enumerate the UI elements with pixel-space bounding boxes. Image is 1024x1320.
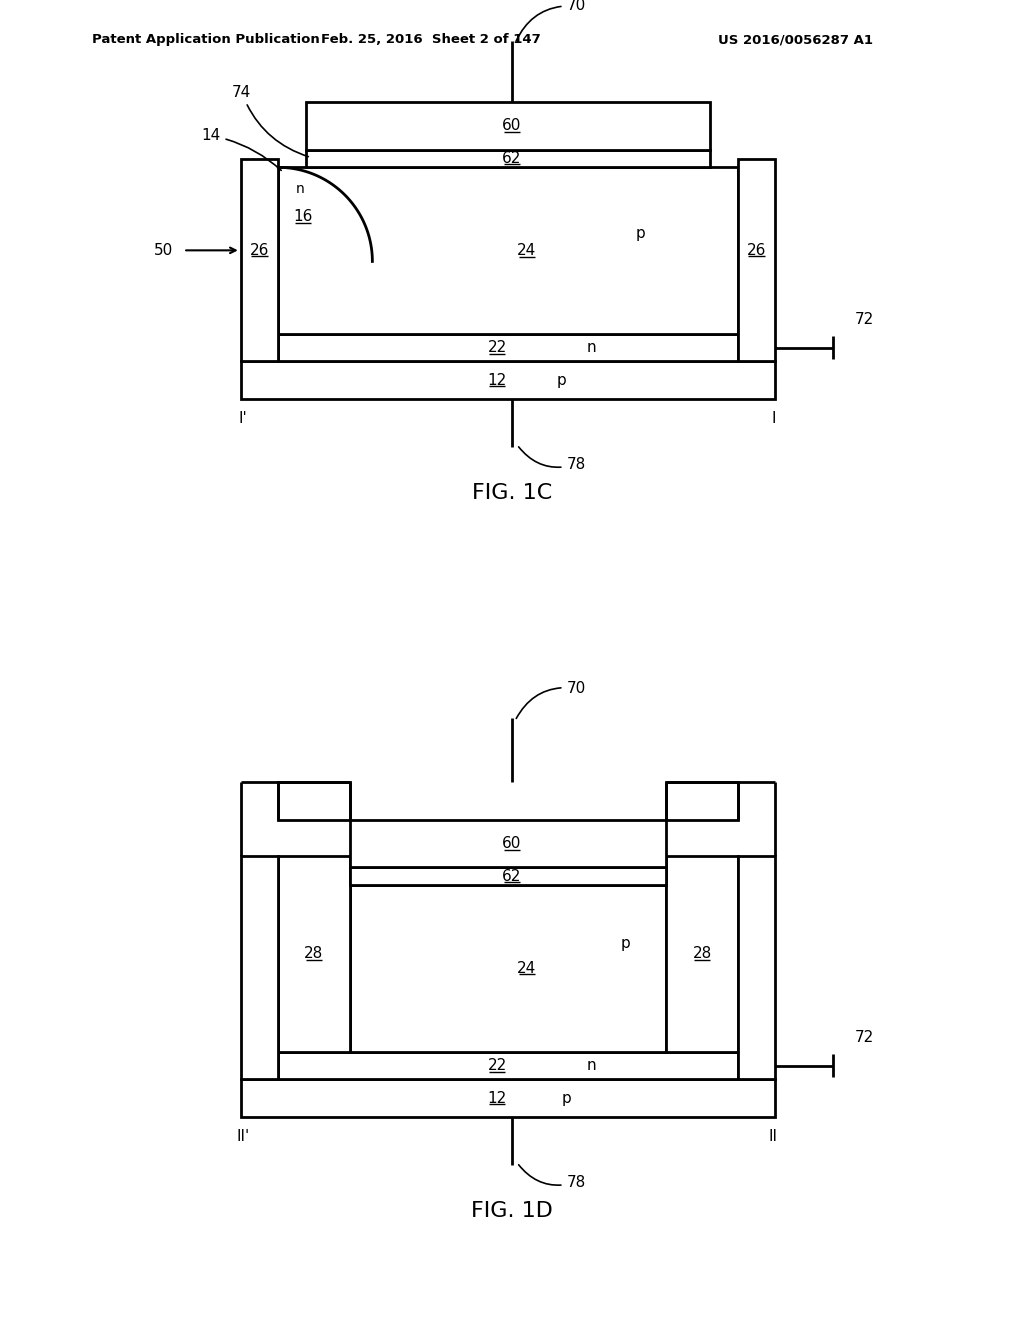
Text: 72: 72 xyxy=(855,313,874,327)
Bar xyxy=(279,168,737,334)
Bar xyxy=(241,1080,775,1117)
Text: n: n xyxy=(587,1059,596,1073)
Bar xyxy=(667,783,737,820)
Bar xyxy=(306,149,710,168)
Bar xyxy=(737,160,775,362)
Text: 62: 62 xyxy=(503,869,521,884)
Bar xyxy=(279,783,349,820)
Text: FIG. 1D: FIG. 1D xyxy=(471,1201,553,1221)
Bar xyxy=(306,102,710,149)
Bar xyxy=(667,855,737,1052)
Text: 78: 78 xyxy=(518,447,586,473)
Bar xyxy=(241,855,279,1080)
Text: 78: 78 xyxy=(518,1164,586,1189)
Bar xyxy=(349,867,667,886)
Text: US 2016/0056287 A1: US 2016/0056287 A1 xyxy=(718,33,873,46)
Text: 26: 26 xyxy=(250,243,269,257)
Text: FIG. 1C: FIG. 1C xyxy=(472,483,552,503)
Text: p: p xyxy=(557,372,566,388)
Text: 50: 50 xyxy=(154,243,173,257)
Text: 74: 74 xyxy=(232,84,308,157)
Text: n: n xyxy=(296,182,304,197)
Text: 16: 16 xyxy=(293,210,312,224)
Bar xyxy=(279,1052,737,1080)
Text: 26: 26 xyxy=(746,243,766,257)
Text: 14: 14 xyxy=(202,128,282,170)
Text: II': II' xyxy=(236,1129,249,1144)
Bar xyxy=(349,820,667,867)
Text: Patent Application Publication: Patent Application Publication xyxy=(92,33,319,46)
Text: p: p xyxy=(636,227,645,242)
Bar xyxy=(241,160,279,362)
Text: 70: 70 xyxy=(516,0,586,41)
Text: 28: 28 xyxy=(304,946,324,961)
Text: n: n xyxy=(587,341,596,355)
Bar xyxy=(737,855,775,1080)
Bar xyxy=(279,855,349,1052)
Text: II: II xyxy=(769,1129,778,1144)
Text: I: I xyxy=(771,411,775,426)
Text: 72: 72 xyxy=(855,1031,874,1045)
Text: 24: 24 xyxy=(517,961,537,975)
Text: 70: 70 xyxy=(516,681,586,718)
Text: Feb. 25, 2016  Sheet 2 of 147: Feb. 25, 2016 Sheet 2 of 147 xyxy=(321,33,541,46)
Text: 22: 22 xyxy=(487,341,507,355)
Text: 60: 60 xyxy=(503,119,521,133)
Text: 60: 60 xyxy=(503,836,521,851)
Text: p: p xyxy=(561,1090,571,1106)
Bar xyxy=(279,334,737,362)
Text: p: p xyxy=(621,936,631,950)
Text: I': I' xyxy=(239,411,247,426)
Text: 12: 12 xyxy=(487,1090,507,1106)
Text: 24: 24 xyxy=(517,243,537,257)
Text: 12: 12 xyxy=(487,372,507,388)
Bar xyxy=(241,362,775,399)
Text: 28: 28 xyxy=(692,946,712,961)
Text: 62: 62 xyxy=(503,150,521,166)
Text: 22: 22 xyxy=(487,1059,507,1073)
Bar xyxy=(349,886,667,1052)
